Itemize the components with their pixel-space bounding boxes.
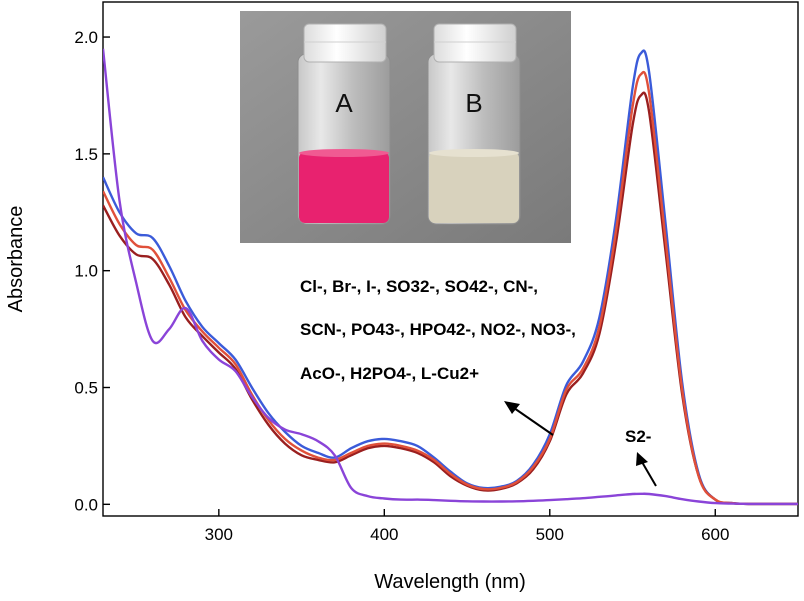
vial-a-label: A bbox=[335, 88, 353, 118]
anion-list-line-3: AcO-, H2PO4-, L-Cu2+ bbox=[300, 364, 479, 383]
x-axis-title: Wavelength (nm) bbox=[374, 571, 526, 593]
x-tick-label: 400 bbox=[370, 525, 398, 544]
anion-list-line-2: SCN-, PO43-, HPO42-, NO2-, NO3-, bbox=[300, 320, 576, 339]
sulfide-label: S2- bbox=[625, 427, 651, 446]
y-tick-label: 1.5 bbox=[74, 145, 98, 164]
series-group bbox=[103, 48, 798, 506]
plot-frame bbox=[102, 1, 799, 517]
vial-b: B bbox=[427, 23, 521, 225]
series-line-3 bbox=[103, 70, 798, 506]
anion-list-line-1: Cl-, Br-, I-, SO32-, SO42-, CN-, bbox=[300, 277, 538, 296]
x-tick-label: 600 bbox=[701, 525, 729, 544]
y-tick-label: 1.0 bbox=[74, 262, 98, 281]
vial-b-label: B bbox=[465, 88, 482, 118]
x-tick-label: 300 bbox=[205, 525, 233, 544]
inset-photo: A B bbox=[240, 11, 571, 243]
vial-a: A bbox=[297, 23, 391, 225]
arrow-to-anion-curves bbox=[504, 401, 554, 436]
arrow-to-sulfide-curve bbox=[636, 452, 657, 487]
y-tick-label: 2.0 bbox=[74, 28, 98, 47]
y-axis-title: Absorbance bbox=[5, 206, 27, 313]
series-line-4 bbox=[103, 48, 798, 506]
y-tick-label: 0.5 bbox=[74, 379, 98, 398]
y-tick-label: 0.0 bbox=[74, 495, 98, 514]
x-tick-label: 500 bbox=[536, 525, 564, 544]
